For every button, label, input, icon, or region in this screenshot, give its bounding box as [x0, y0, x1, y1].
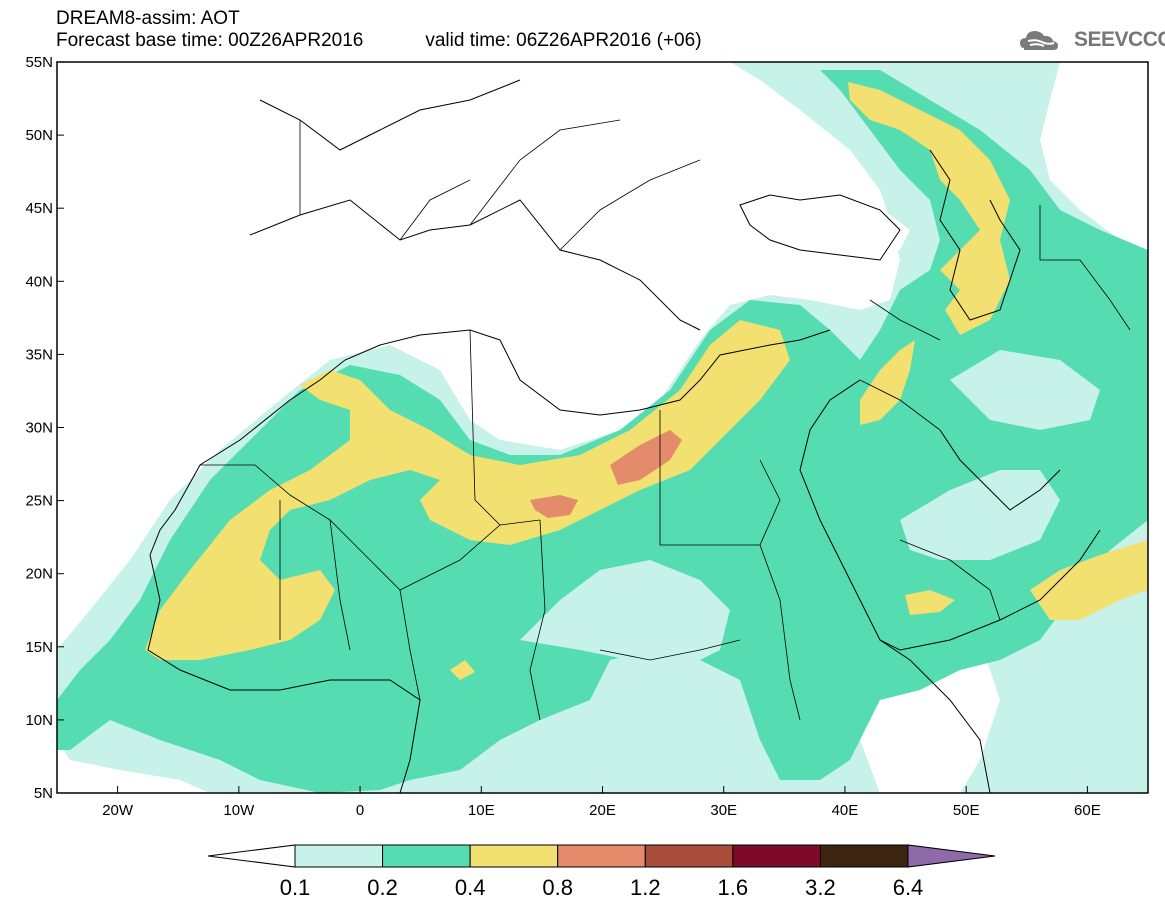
colorbar-label: 0.2 — [367, 875, 398, 900]
dust-plume-arabian-sea — [1030, 540, 1148, 620]
lat-tick-label: 5N — [34, 785, 53, 802]
lat-tick-label: 55N — [25, 54, 53, 71]
lon-tick-label: 20W — [102, 802, 134, 819]
lat-tick-label: 15N — [25, 639, 53, 656]
colorbar-box — [469, 844, 559, 868]
lon-tick-label: 0 — [356, 802, 364, 819]
colorbar-label: 0.8 — [542, 875, 573, 900]
dust-core-libya — [610, 430, 682, 485]
colorbar-label: 0.1 — [280, 875, 311, 900]
light-patch-persia — [950, 350, 1100, 430]
lon-tick-label: 30E — [710, 802, 737, 819]
longitude-ticks: 20W 10W 0 10E 20E 30E 40E 50E 60E — [102, 786, 1101, 819]
lon-tick-label: 10W — [223, 802, 255, 819]
colorbar-box — [294, 844, 384, 868]
forecast-time-line: Forecast base time: 00Z26APR2016 valid ti… — [56, 30, 702, 52]
lon-tick-label: 40E — [832, 802, 859, 819]
lat-tick-label: 45N — [25, 200, 53, 217]
country-borders — [200, 119, 1131, 721]
lon-tick-label: 10E — [468, 802, 495, 819]
dust-core-chad — [530, 495, 578, 518]
lat-tick-label: 30N — [25, 420, 53, 437]
lat-tick-label: 25N — [25, 493, 53, 510]
light-patch-central-africa — [520, 560, 730, 670]
base-time: Forecast base time: 00Z26APR2016 — [56, 30, 364, 51]
lat-tick-label: 40N — [25, 273, 53, 290]
aot-fields — [57, 62, 1148, 793]
colorbar-label: 6.4 — [893, 875, 924, 900]
dust-plume-yemen — [905, 590, 955, 615]
dust-plume-sahara-04 — [145, 320, 790, 660]
lon-tick-label: 60E — [1074, 802, 1101, 819]
colorbar: 0.1 0.2 0.4 0.8 1.2 1.6 3.2 6.4 — [207, 844, 996, 900]
dust-plume-nigeria — [450, 660, 475, 680]
colorbar-box — [557, 844, 646, 868]
colorbar-label: 3.2 — [805, 875, 836, 900]
clear-patch-india — [1040, 62, 1148, 250]
colorbar-high-arrow — [907, 844, 996, 868]
lon-tick-label: 20E — [589, 802, 616, 819]
lat-tick-label: 35N — [25, 346, 53, 363]
lat-tick-label: 20N — [25, 566, 53, 583]
dust-plume-sahara-02 — [57, 70, 1148, 793]
lat-tick-label: 50N — [25, 127, 53, 144]
lat-tick-label: 10N — [25, 712, 53, 729]
dust-plume-zagros — [860, 340, 915, 425]
cloud-icon — [1020, 31, 1058, 50]
colorbar-low-arrow — [207, 844, 296, 868]
colorbar-label: 0.4 — [455, 875, 486, 900]
colorbar-box — [382, 844, 471, 868]
colorbar-label: 1.2 — [630, 875, 661, 900]
valid-time: valid time: 06Z26APR2016 (+06) — [425, 30, 702, 51]
dust-plume-caspian — [848, 82, 1010, 335]
clear-patch-europe — [860, 200, 910, 260]
colorbar-box — [732, 844, 821, 868]
lon-tick-label: 50E — [953, 802, 980, 819]
colorbar-box — [644, 844, 734, 868]
light-patch-arabia — [900, 470, 1060, 560]
colorbar-box — [819, 844, 909, 868]
colorbar-label: 1.6 — [718, 875, 749, 900]
latitude-ticks: 55N 50N 45N 40N 35N 30N 25N 20N 15N 10N 5N — [25, 54, 64, 802]
chart-title: DREAM8-assim: AOT — [56, 8, 240, 29]
logo-text: SEEVCCC — [1074, 28, 1165, 51]
